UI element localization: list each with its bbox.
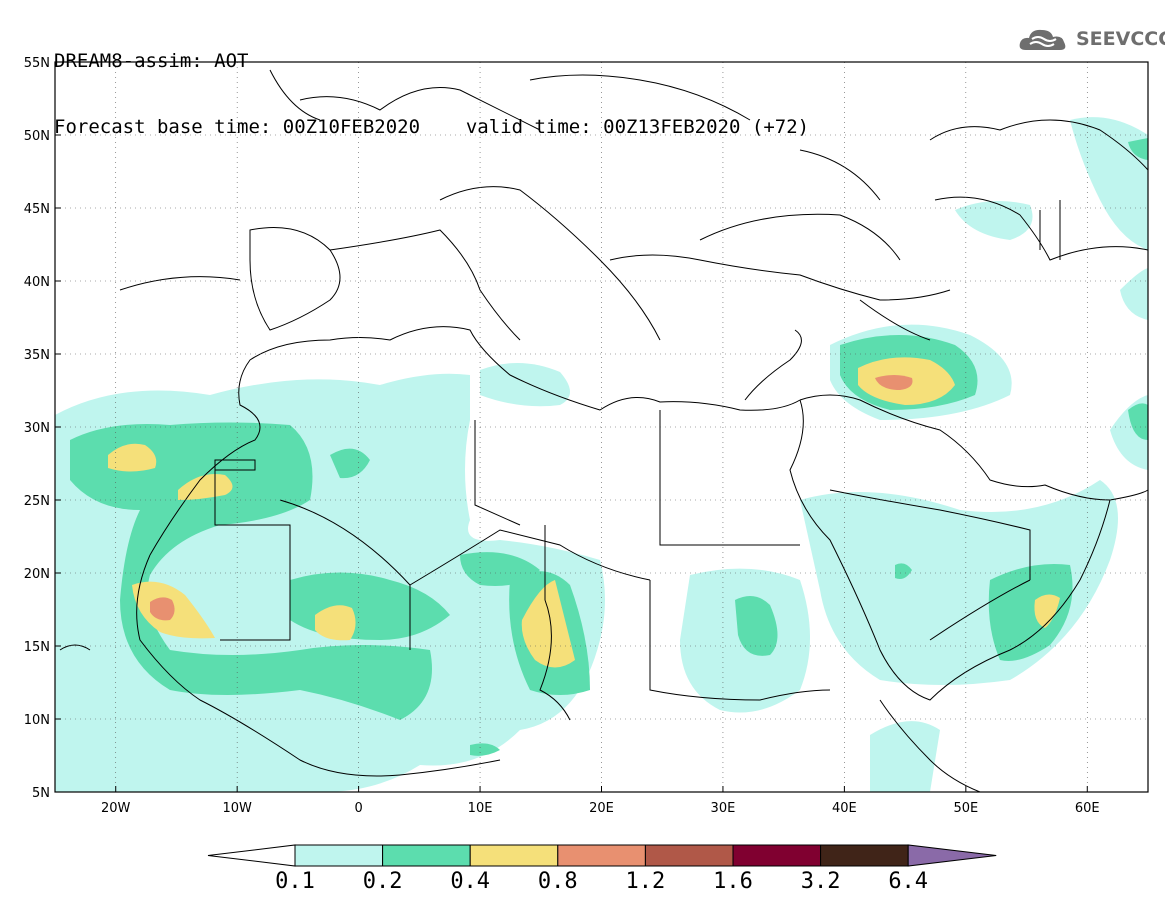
colorbar-box: [732, 844, 822, 867]
colorbar-under-arrow: [207, 844, 296, 867]
longitude-labels: 20W 10W 0 10E 20E 30E 40E 50E 60E: [101, 786, 1100, 816]
aot-band-0.8: [150, 375, 913, 621]
colorbar-label: 1.6: [713, 869, 753, 894]
seevccc-logo: SEEVCCC: [1018, 24, 1165, 56]
graticule: [55, 62, 1148, 792]
lon-label: 20W: [101, 801, 131, 816]
lat-label: 15N: [24, 640, 50, 655]
lat-label: 30N: [24, 421, 50, 436]
colorbar-label: 0.8: [538, 869, 578, 894]
lon-label: 20E: [589, 801, 614, 816]
lat-label: 55N: [24, 56, 50, 71]
forecast-lead: (+72): [751, 116, 810, 138]
colorbar-box: [820, 844, 909, 867]
lon-label: 60E: [1075, 801, 1100, 816]
lon-label: 30E: [711, 801, 736, 816]
colorbar: 0.1 0.2 0.4 0.8 1.2 1.6 3.2 6.4: [207, 844, 997, 894]
latitude-labels: 55N 50N 45N 40N 35N 30N 25N 20N 15N 10N 5N: [24, 56, 61, 801]
lat-label: 50N: [24, 129, 50, 144]
lon-label: 10W: [222, 801, 252, 816]
product-title: DREAM8-assim: AOT: [54, 50, 249, 72]
cloud-icon: [1019, 29, 1066, 50]
colorbar-label: 0.1: [275, 869, 315, 894]
lon-label: 10E: [468, 801, 493, 816]
lat-label: 45N: [24, 202, 50, 217]
lon-label: 40E: [832, 801, 857, 816]
aot-shading: [55, 117, 1148, 792]
lon-label: 0: [354, 801, 362, 816]
colorbar-label: 1.2: [626, 869, 666, 894]
base-time-label: Forecast base time:: [54, 116, 272, 138]
colorbar-box: [644, 844, 734, 867]
valid-time: 00Z13FEB2020: [603, 116, 741, 138]
colorbar-label: 6.4: [888, 869, 928, 894]
colorbar-box: [469, 844, 559, 867]
colorbar-label: 0.4: [450, 869, 490, 894]
lat-label: 40N: [24, 275, 50, 290]
coastlines-and-borders: [59, 69, 1149, 793]
lat-label: 25N: [24, 494, 50, 509]
aot-band-0.4: [108, 357, 1060, 668]
lon-label: 50E: [953, 801, 978, 816]
colorbar-label: 3.2: [801, 869, 841, 894]
colorbar-box: [557, 844, 646, 867]
base-time: 00Z10FEB2020: [282, 116, 421, 138]
lat-label: 20N: [24, 567, 50, 582]
logo-text: SEEVCCC: [1076, 28, 1165, 50]
colorbar-box: [382, 844, 471, 867]
colorbar-over-arrow: [907, 844, 997, 867]
lat-label: 5N: [32, 786, 50, 801]
colorbar-box: [294, 844, 384, 867]
lat-label: 35N: [24, 348, 50, 363]
lat-label: 10N: [24, 713, 50, 728]
colorbar-label: 0.2: [363, 869, 403, 894]
